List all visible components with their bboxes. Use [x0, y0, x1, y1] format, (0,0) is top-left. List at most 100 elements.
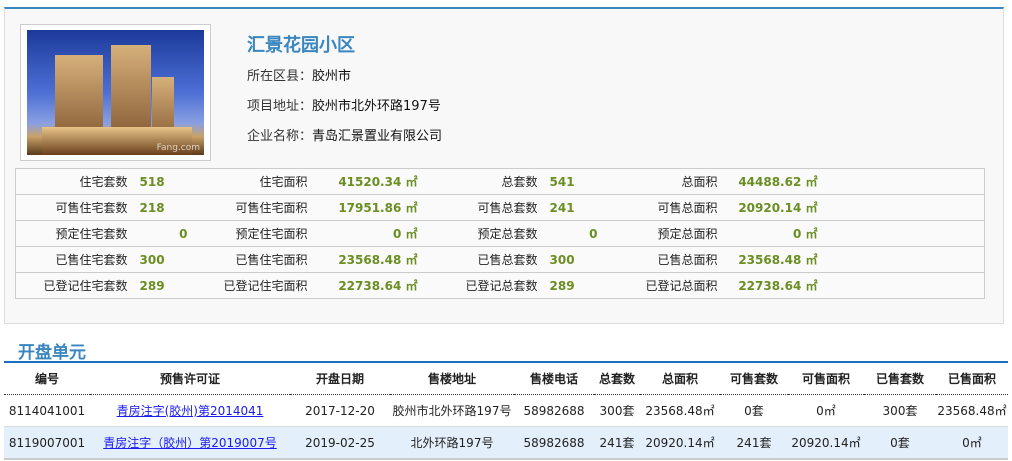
district-row: 所在区县：胶州市	[247, 67, 442, 97]
stat-value: 0 ㎡	[717, 220, 818, 247]
column-header: 售楼地址	[390, 363, 514, 395]
stat-label: 可售总面积	[597, 194, 718, 221]
table-cell: 241套	[594, 426, 640, 460]
presale-permit-link[interactable]: 青房注字（胶州）第2019007号	[103, 436, 277, 450]
stat-filler	[817, 194, 985, 221]
stat-value: 300	[537, 246, 598, 273]
table-cell: 0㎡	[788, 394, 864, 427]
table-cell: 58982688	[514, 426, 594, 460]
table-cell: 300套	[594, 394, 640, 427]
stat-value: 23568.48 ㎡	[307, 246, 418, 273]
address-row: 项目地址：胶州市北外环路197号	[247, 97, 442, 127]
stat-label: 可售总套数	[417, 194, 538, 221]
stat-value: 289	[127, 272, 188, 299]
table-cell: 20920.14㎡	[640, 426, 720, 460]
stat-value: 541	[537, 168, 598, 195]
project-photo: Fang.com	[27, 30, 204, 155]
table-row: 8119007001 青房注字（胶州）第2019007号 2019-02-25 北外环…	[4, 426, 1008, 460]
stat-label: 已售住宅面积	[187, 246, 308, 273]
table-cell: 青房注字（胶州）第2019007号	[90, 426, 290, 460]
table-row: 8114041001 青房注字(胶州)第2014041 2017-12-20 胶州市北…	[4, 394, 1008, 427]
column-header: 总套数	[594, 363, 640, 395]
section-title: 开盘单元	[18, 343, 86, 363]
column-header: 编号	[4, 363, 90, 395]
stat-filler	[817, 272, 985, 299]
units-table: 编号 预售许可证 开盘日期 售楼地址 售楼电话 总套数 总面积 可售套数 可售面积 已售套数 已售面…	[4, 363, 1008, 460]
stat-label: 预定住宅面积	[187, 220, 308, 247]
project-photo-frame: Fang.com	[20, 24, 211, 161]
table-cell: 2017-12-20	[290, 394, 390, 427]
table-cell: 青房注字(胶州)第2014041	[90, 394, 290, 427]
column-header: 总面积	[640, 363, 720, 395]
stat-value: 23568.48 ㎡	[717, 246, 818, 273]
stat-filler	[817, 220, 985, 247]
table-cell: 胶州市北外环路197号	[390, 394, 514, 427]
stat-label: 已售住宅套数	[15, 246, 128, 273]
stat-label: 已登记住宅套数	[15, 272, 128, 299]
stat-value: 44488.62 ㎡	[717, 168, 818, 195]
stat-value: 518	[127, 168, 188, 195]
stat-value: 41520.34 ㎡	[307, 168, 418, 195]
stat-label: 总套数	[417, 168, 538, 195]
stat-value: 22738.64 ㎡	[717, 272, 818, 299]
table-cell: 北外环路197号	[390, 426, 514, 460]
address-label: 项目地址：	[247, 99, 313, 114]
column-header: 开盘日期	[290, 363, 390, 395]
table-cell: 23568.48㎡	[640, 394, 720, 427]
stat-label: 住宅套数	[15, 168, 128, 195]
stat-value: 17951.86 ㎡	[307, 194, 418, 221]
column-header: 售楼电话	[514, 363, 594, 395]
table-cell: 300套	[864, 394, 936, 427]
stat-value: 289	[537, 272, 598, 299]
presale-permit-link[interactable]: 青房注字(胶州)第2014041	[116, 404, 264, 418]
address-value: 胶州市北外环路197号	[312, 99, 441, 114]
column-header: 可售套数	[720, 363, 788, 395]
stat-label: 已售总面积	[597, 246, 718, 273]
stat-label: 预定总面积	[597, 220, 718, 247]
stat-value: 0	[127, 220, 188, 247]
table-cell: 0套	[720, 394, 788, 427]
stat-label: 已登记住宅面积	[187, 272, 308, 299]
column-header: 可售面积	[788, 363, 864, 395]
stat-value: 218	[127, 194, 188, 221]
stat-label: 已售总套数	[417, 246, 538, 273]
stat-value: 300	[127, 246, 188, 273]
column-header: 预售许可证	[90, 363, 290, 395]
stat-label: 预定住宅套数	[15, 220, 128, 247]
table-cell: 8114041001	[4, 394, 90, 427]
table-cell: 241套	[720, 426, 788, 460]
table-cell: 2019-02-25	[290, 426, 390, 460]
stat-filler	[817, 246, 985, 273]
section-divider	[4, 361, 1008, 363]
table-cell: 58982688	[514, 394, 594, 427]
column-header: 已售面积	[936, 363, 1008, 395]
stat-filler	[817, 168, 985, 195]
district-value: 胶州市	[312, 69, 352, 84]
stat-value: 22738.64 ㎡	[307, 272, 418, 299]
table-cell: 23568.48㎡	[936, 394, 1008, 427]
company-value: 青岛汇景置业有限公司	[312, 129, 443, 144]
stat-label: 预定总套数	[417, 220, 538, 247]
district-label: 所在区县：	[247, 69, 313, 84]
units-header-row: 编号 预售许可证 开盘日期 售楼地址 售楼电话 总套数 总面积 可售套数 可售面积 已售套数 已售面…	[4, 363, 1008, 395]
stat-label: 总面积	[597, 168, 718, 195]
photo-watermark: Fang.com	[156, 143, 200, 153]
stat-value: 0 ㎡	[307, 220, 418, 247]
stat-label: 住宅面积	[187, 168, 308, 195]
stat-label: 已登记总套数	[417, 272, 538, 299]
stat-value: 20920.14 ㎡	[717, 194, 818, 221]
table-cell: 8119007001	[4, 426, 90, 460]
company-row: 企业名称：青岛汇景置业有限公司	[247, 127, 442, 157]
company-label: 企业名称：	[247, 129, 313, 144]
stat-value: 241	[537, 194, 598, 221]
table-cell: 0套	[864, 426, 936, 460]
table-cell: 0㎡	[936, 426, 1008, 460]
stat-label: 已登记总面积	[597, 272, 718, 299]
project-title: 汇景花园小区	[247, 35, 355, 56]
